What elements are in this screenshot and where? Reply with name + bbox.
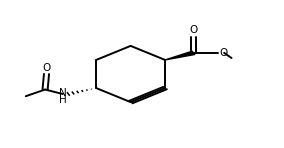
Text: O: O bbox=[42, 62, 51, 73]
Text: H: H bbox=[59, 95, 67, 105]
Polygon shape bbox=[165, 51, 195, 60]
Text: O: O bbox=[189, 25, 198, 35]
Text: N: N bbox=[59, 87, 67, 98]
Text: O: O bbox=[219, 48, 227, 58]
